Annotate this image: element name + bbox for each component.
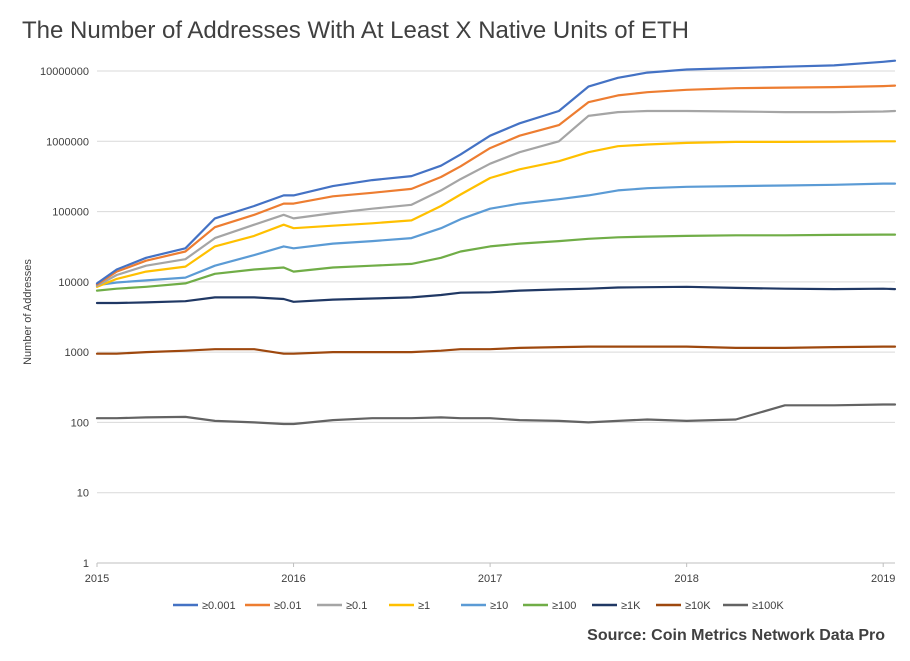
x-tick-label: 2017	[478, 573, 502, 585]
legend-label: ≥1K	[621, 600, 641, 612]
y-tick-label: 100	[71, 417, 89, 429]
y-axis-ticks: 1 10 100 1000 10000 100000 1000000 10000000	[40, 66, 89, 570]
legend-label: ≥0.01	[274, 600, 301, 612]
x-tick-label: 2015	[85, 573, 109, 585]
series-line-≥1	[95, 140, 897, 288]
x-tick-label: 2016	[281, 573, 305, 585]
series-line-≥10	[95, 182, 897, 287]
chart-title: The Number of Addresses With At Least X …	[22, 17, 689, 44]
series-line-≥100K	[95, 403, 897, 426]
series-line-≥0.001	[95, 59, 897, 285]
legend-label: ≥1	[418, 600, 430, 612]
y-tick-label: 1000	[65, 347, 89, 359]
legend-label: ≥0.001	[202, 600, 236, 612]
legend: ≥0.001 ≥0.01 ≥0.1 ≥1 ≥10 ≥100 ≥1K ≥10K ≥100K	[173, 600, 784, 612]
y-tick-label: 1	[83, 558, 89, 570]
series-line-≥10K	[95, 345, 897, 355]
series-line-≥1K	[95, 285, 897, 305]
legend-label: ≥100	[552, 600, 576, 612]
legend-label: ≥100K	[752, 600, 784, 612]
x-tick-label: 2018	[674, 573, 698, 585]
legend-label: ≥10K	[685, 600, 711, 612]
y-axis-label: Number of Addresses	[22, 259, 34, 365]
legend-label: ≥0.1	[346, 600, 367, 612]
y-tick-label: 10	[77, 488, 89, 500]
y-tick-label: 1000000	[46, 136, 89, 148]
x-tick-label: 2019	[871, 573, 895, 585]
series-line-≥0.01	[95, 84, 897, 286]
y-tick-label: 10000000	[40, 66, 89, 78]
y-tick-label: 100000	[52, 207, 89, 219]
series-line-≥0.1	[95, 109, 897, 287]
x-axis-ticks: 2015 2016 2017 2018 2019	[85, 563, 895, 585]
source-note: Source: Coin Metrics Network Data Pro	[587, 627, 885, 644]
y-tick-label: 10000	[58, 277, 89, 289]
series-lines	[95, 59, 897, 426]
series-line-≥100	[95, 233, 897, 292]
legend-label: ≥10	[490, 600, 508, 612]
